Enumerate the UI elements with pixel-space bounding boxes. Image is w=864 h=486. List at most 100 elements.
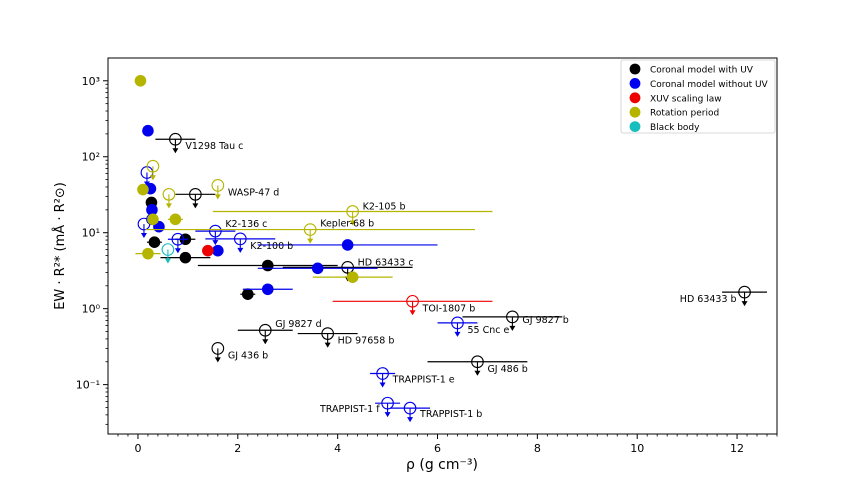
legend-marker xyxy=(629,106,641,118)
upper-limit-arrow-head xyxy=(474,370,481,376)
upper-limit-marker xyxy=(211,342,225,355)
point-annotation: GJ 486 b xyxy=(487,364,527,375)
legend-label: Black body xyxy=(650,123,700,133)
point-annotation: TOI-1807 b xyxy=(422,303,476,314)
x-tick-label: 12 xyxy=(730,442,744,455)
upper-limit-arrow-head xyxy=(454,331,461,337)
data-point xyxy=(311,262,324,275)
upper-limit-marker xyxy=(346,205,359,218)
series-xuv-scaling-law: TOI-1807 b xyxy=(202,244,493,316)
x-tick-label: 0 xyxy=(134,442,141,455)
data-point xyxy=(179,251,192,264)
data-point xyxy=(148,236,161,248)
upper-limit-arrow-head xyxy=(324,342,331,348)
upper-limit-marker xyxy=(211,179,225,192)
point-annotation: TRAPPIST-1 e xyxy=(392,375,455,386)
upper-limit-arrow-head xyxy=(164,258,171,264)
upper-limit-marker xyxy=(208,224,222,238)
upper-limit-arrow-head xyxy=(407,417,414,423)
legend-label: Coronal model with UV xyxy=(650,66,754,76)
upper-limit-marker xyxy=(506,310,519,324)
upper-limit-marker xyxy=(451,316,464,330)
legend-label: XUV scaling law xyxy=(650,94,722,104)
upper-limit-marker xyxy=(471,355,484,369)
upper-limit-marker xyxy=(341,260,354,274)
plot-layer: V1298 Tau c HD 63433 c HD 63433 b GJ 436 b G… xyxy=(134,74,768,423)
y-tick-label: 10⁰ xyxy=(82,303,101,316)
upper-limit-arrow-head xyxy=(214,357,221,363)
upper-limit-marker xyxy=(171,232,185,246)
upper-limit-arrow-head xyxy=(349,220,356,226)
upper-limit-marker xyxy=(146,159,160,173)
upper-limit-marker xyxy=(258,323,272,337)
data-point xyxy=(147,213,159,226)
x-tick-label: 8 xyxy=(534,442,541,455)
data-point xyxy=(261,259,274,272)
plot-frame xyxy=(107,57,778,435)
data-point xyxy=(142,124,154,137)
y-axis-label: EW · R²* (mÅ · R²⊙) xyxy=(52,182,68,310)
y-tick-label: 10³ xyxy=(82,75,100,88)
point-annotation: V1298 Tau c xyxy=(185,141,243,152)
y-tick-label: 10² xyxy=(82,151,100,164)
upper-limit-marker xyxy=(738,285,751,299)
data-point xyxy=(137,183,149,196)
point-annotation: Kepler-68 b xyxy=(320,219,374,230)
upper-limit-marker xyxy=(321,327,335,340)
upper-limit-marker xyxy=(162,187,176,201)
upper-limit-arrow-head xyxy=(214,194,221,200)
y-tick-label: 10⁻¹ xyxy=(76,379,100,392)
point-annotation: TRAPPIST-1 b xyxy=(419,409,482,420)
upper-limit-arrow-head xyxy=(307,238,314,244)
point-annotation: HD 63433 c xyxy=(358,257,414,268)
x-tick-label: 2 xyxy=(234,442,241,455)
upper-limit-arrow-head xyxy=(192,203,199,209)
upper-limit-arrow-head xyxy=(379,382,386,388)
upper-limit-arrow-head xyxy=(262,339,269,345)
x-tick-label: 4 xyxy=(334,442,341,455)
data-point xyxy=(346,271,359,283)
upper-limit-marker xyxy=(233,232,247,246)
x-tick-label: 10 xyxy=(630,442,644,455)
series-black-body xyxy=(161,243,175,264)
legend-box xyxy=(620,59,776,134)
legend-marker xyxy=(629,121,641,132)
upper-limit-marker xyxy=(169,132,182,146)
upper-limit-arrow-head xyxy=(509,325,516,331)
upper-limit-arrow-head xyxy=(140,233,147,239)
point-annotation: WASP-47 d xyxy=(228,187,280,198)
point-annotation: HD 63433 b xyxy=(680,294,737,305)
upper-limit-arrow-head xyxy=(143,181,150,187)
upper-limit-arrow-head xyxy=(212,240,219,246)
upper-limit-marker xyxy=(406,294,419,308)
point-annotation: GJ 9827 d xyxy=(275,319,321,330)
data-point xyxy=(134,74,147,87)
upper-limit-marker xyxy=(381,396,394,410)
upper-limit-arrow-head xyxy=(149,175,156,181)
legend-marker xyxy=(629,92,641,104)
data-point xyxy=(169,213,182,226)
upper-limit-arrow-head xyxy=(384,412,391,418)
data-point xyxy=(146,204,158,216)
point-annotation: HD 97658 b xyxy=(338,336,395,347)
data-point xyxy=(202,244,214,257)
upper-limit-marker xyxy=(189,187,202,201)
upper-limit-arrow-head xyxy=(174,248,181,254)
data-point xyxy=(341,239,354,251)
legend-marker xyxy=(629,78,641,89)
data-point xyxy=(142,247,154,260)
point-annotation: K2-105 b xyxy=(363,202,406,213)
upper-limit-arrow-head xyxy=(165,203,172,209)
x-axis-label: ρ (g cm⁻³) xyxy=(406,457,478,473)
upper-limit-arrow-head xyxy=(741,301,748,307)
upper-limit-arrow-head xyxy=(409,310,416,316)
legend: Coronal model with UV Coronal model witho… xyxy=(620,59,776,134)
series-rotation-period: WASP-47 d K2-105 b Kepler-68 b xyxy=(134,74,493,283)
data-point xyxy=(212,244,224,257)
point-annotation: K2-100 b xyxy=(250,241,293,252)
upper-limit-marker xyxy=(376,367,389,380)
upper-limit-arrow-head xyxy=(172,148,179,154)
point-annotation: TRAPPIST-1 f xyxy=(319,404,380,415)
y-tick-label: 10¹ xyxy=(82,227,100,240)
upper-limit-marker xyxy=(303,223,317,236)
